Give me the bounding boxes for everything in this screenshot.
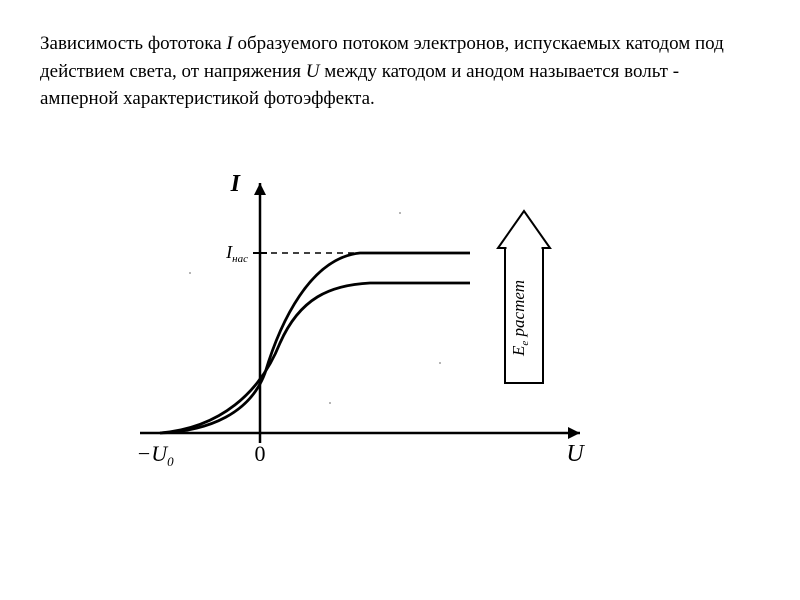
curve-top [160,253,470,433]
neg-u-label: −U0 [136,441,174,469]
chart-svg: Ee растет I U 0 −U0 Iнас [100,153,620,513]
i-sat-label: Iнас [225,242,248,265]
desc-pre: Зависимость фототока [40,33,226,54]
speck [399,212,400,213]
desc-U: U [306,61,320,82]
origin-label: 0 [255,441,266,466]
x-axis-label: U [566,441,585,467]
y-axis-arrowhead [254,183,266,195]
speck [529,432,530,433]
x-axis-arrowhead [568,427,580,439]
speck [439,362,440,363]
speck [329,402,330,403]
speck [189,272,190,273]
intensity-arrow: Ee растет [498,211,550,383]
iv-characteristic-chart: Ee растет I U 0 −U0 Iнас [100,153,620,513]
description-text: Зависимость фототока I образуемого поток… [40,30,760,113]
curve-bottom [160,283,470,433]
y-axis-label: I [230,171,242,197]
